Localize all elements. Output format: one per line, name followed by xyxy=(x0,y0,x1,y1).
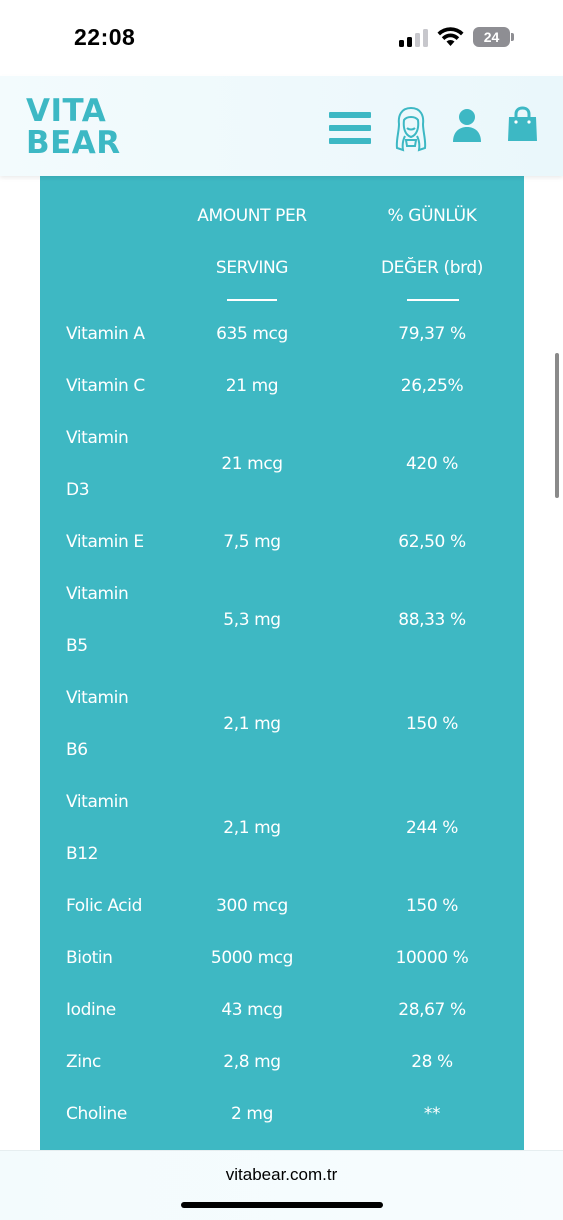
row-amount: 2 mg xyxy=(231,1104,273,1124)
header-pct-underline xyxy=(407,299,459,301)
row-amount: 43 mcg xyxy=(221,1000,283,1020)
row-name: Folic Acid xyxy=(66,896,142,916)
row-percent: 88,33 % xyxy=(398,610,466,630)
row-percent: ** xyxy=(423,1104,441,1124)
row-name: Vitamin A xyxy=(66,324,145,344)
row-percent: 244 % xyxy=(405,818,458,838)
row-name: Vitamin E xyxy=(66,532,144,552)
row-amount: 2,1 mg xyxy=(223,714,281,734)
face-icon[interactable] xyxy=(393,106,429,152)
battery-icon: 24 xyxy=(473,27,510,47)
home-indicator[interactable] xyxy=(181,1202,383,1208)
header-amount-underline xyxy=(227,299,277,301)
row-percent: 150 % xyxy=(405,714,458,734)
header-amount-line-2: SERVING xyxy=(215,258,289,278)
shopping-bag-icon[interactable] xyxy=(507,106,538,142)
row-amount: 21 mg xyxy=(225,376,279,396)
logo-line-2: BEAR xyxy=(26,125,121,161)
header-pct-line-2: DEĞER (brd) xyxy=(380,258,484,278)
cellular-signal-icon xyxy=(399,29,431,47)
row-amount: 635 mcg xyxy=(216,324,288,344)
row-name: Vitamin B5 xyxy=(66,584,129,656)
wifi-icon xyxy=(437,27,464,46)
logo-line-1: VITA xyxy=(26,93,107,129)
user-icon[interactable] xyxy=(452,108,482,142)
row-percent: 79,37 % xyxy=(398,324,466,344)
row-name: Vitamin B12 xyxy=(66,792,129,864)
row-name: Choline xyxy=(66,1104,127,1124)
battery-level: 24 xyxy=(483,29,500,45)
battery-nub xyxy=(511,33,514,41)
nutrition-table: AMOUNT PER SERVING % GÜNLÜK DEĞER (brd) … xyxy=(40,140,524,1170)
row-percent: 28,67 % xyxy=(398,1000,466,1020)
menu-icon[interactable] xyxy=(329,112,371,144)
row-amount: 21 mcg xyxy=(221,454,283,474)
row-percent: 62,50 % xyxy=(398,532,466,552)
row-percent: 420 % xyxy=(405,454,458,474)
url-text[interactable]: vitabear.com.tr xyxy=(225,1165,338,1184)
row-name: Iodine xyxy=(66,1000,116,1020)
row-amount: 7,5 mg xyxy=(223,532,281,552)
row-amount: 5000 mcg xyxy=(210,948,294,968)
row-name: Biotin xyxy=(66,948,113,968)
vitabear-logo[interactable]: VITA BEAR xyxy=(26,96,122,160)
header-pct-line-1: % GÜNLÜK xyxy=(387,206,477,226)
row-amount: 5,3 mg xyxy=(223,610,281,630)
browser-address-bar[interactable]: vitabear.com.tr xyxy=(0,1150,563,1220)
row-amount: 300 mcg xyxy=(216,896,288,916)
row-percent: 10000 % xyxy=(395,948,469,968)
row-name: Zinc xyxy=(66,1052,101,1072)
status-time: 22:08 xyxy=(74,24,136,50)
row-name: Vitamin B6 xyxy=(66,688,129,760)
row-percent: 150 % xyxy=(405,896,458,916)
row-percent: 26,25% xyxy=(400,376,464,396)
header-amount-line-1: AMOUNT PER xyxy=(197,206,307,226)
row-percent: 28 % xyxy=(411,1052,453,1072)
status-bar: 22:08 24 xyxy=(0,0,563,76)
row-amount: 2,1 mg xyxy=(223,818,281,838)
site-header: VITA BEAR xyxy=(0,76,563,176)
page-scrollbar[interactable] xyxy=(555,353,559,498)
row-name: Vitamin C xyxy=(66,376,145,396)
row-name: Vitamin D3 xyxy=(66,428,129,500)
row-amount: 2,8 mg xyxy=(223,1052,281,1072)
